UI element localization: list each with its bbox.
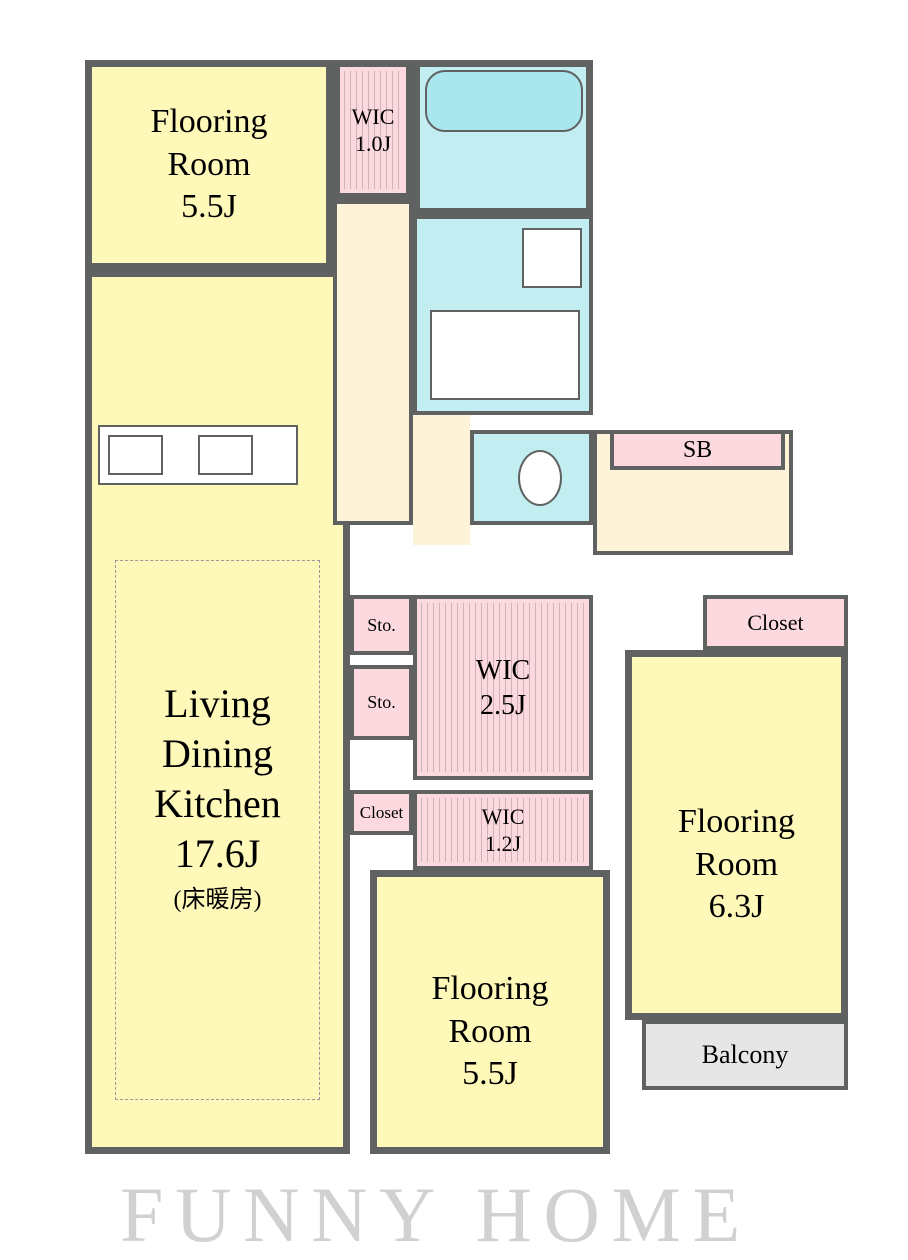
fixture-kitchen-sink: [198, 435, 253, 475]
room-label-balcony: Balcony: [702, 1039, 789, 1072]
room-label-wic_25: WIC 2.5J: [476, 653, 530, 723]
room-wic_25: WIC 2.5J: [413, 595, 593, 780]
room-wic_1: WIC 1.0J: [333, 60, 413, 200]
room-hallway2: [413, 415, 470, 545]
room-flooring_e: Flooring Room 6.3J: [625, 650, 848, 1020]
room-label-wic_1: WIC 1.0J: [352, 103, 395, 158]
room-label-sto1: Sto.: [367, 614, 396, 637]
floorplan-canvas: Living Dining Kitchen 17.6J (床暖房) Flooring…: [0, 0, 908, 1259]
watermark-text: FUNNY HOME: [120, 1170, 752, 1260]
room-flooring_s: Flooring Room 5.5J: [370, 870, 610, 1154]
fixture-wash-machine: [522, 228, 582, 288]
room-label-closet_ldk: Closet: [360, 802, 403, 823]
room-hallway1: [333, 200, 413, 525]
room-label-closet_e: Closet: [747, 609, 803, 637]
fixture-bathtub: [425, 70, 583, 132]
room-label-flooring_nw: Flooring Room 5.5J: [150, 101, 267, 229]
room-sublabel-ldk: (床暖房): [174, 885, 262, 915]
room-label-sb: SB: [683, 435, 712, 465]
room-closet_ldk: Closet: [350, 790, 413, 835]
room-flooring_nw: Flooring Room 5.5J: [85, 60, 333, 270]
room-label-ldk: Living Dining Kitchen 17.6J: [154, 679, 281, 879]
room-wic_12: WIC 1.2J: [413, 790, 593, 870]
room-sto2: Sto.: [350, 665, 413, 740]
fixture-kitchen-stove: [108, 435, 163, 475]
room-sb: SB: [610, 430, 785, 470]
room-balcony: Balcony: [642, 1020, 848, 1090]
fixture-sink-counter: [430, 310, 580, 400]
room-label-wic_12: WIC 1.2J: [482, 803, 525, 858]
room-sto1: Sto.: [350, 595, 413, 655]
fixture-toilet-bowl: [518, 450, 562, 506]
room-label-flooring_s: Flooring Room 5.5J: [431, 968, 548, 1096]
room-closet_e: Closet: [703, 595, 848, 650]
room-label-flooring_e: Flooring Room 6.3J: [678, 801, 795, 929]
room-label-sto2: Sto.: [367, 691, 396, 714]
